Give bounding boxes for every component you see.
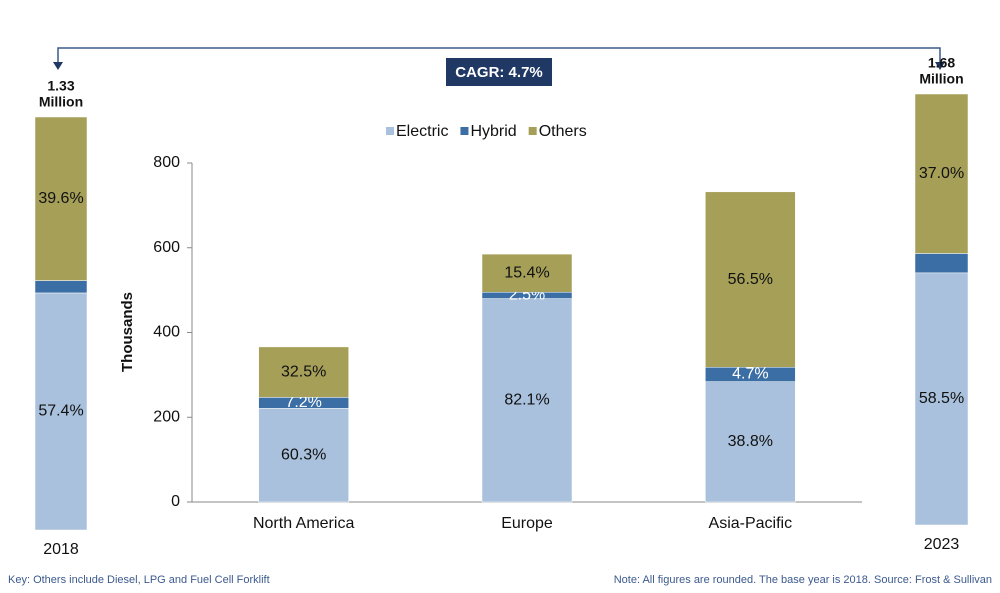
key-note: Key: Others include Diesel, LPG and Fuel…	[8, 574, 270, 586]
segment-label: 4.7%	[732, 366, 768, 383]
bar-segment	[481, 253, 573, 293]
total-label: 1.33	[47, 78, 74, 94]
segment-label: 37.0%	[919, 165, 964, 182]
y-axis-title: Thousands	[119, 292, 136, 372]
bar-segment	[258, 346, 349, 398]
y-tick-label: 400	[153, 324, 180, 341]
bar-segment	[914, 93, 969, 254]
total-label: Million	[919, 71, 963, 87]
bar-segment	[705, 191, 796, 368]
legend-swatch	[460, 127, 469, 135]
x-tick-label: North America	[253, 515, 354, 532]
cagr-label: CAGR: 4.7%	[455, 64, 543, 81]
bar-segment	[705, 381, 796, 503]
bar-segment	[914, 272, 969, 526]
bar-segment	[34, 116, 88, 281]
x-tick-label: 2023	[924, 536, 960, 553]
legend-label: Hybrid	[470, 123, 516, 140]
x-tick-label: 2018	[43, 541, 79, 558]
cagr-bracket	[57, 47, 941, 66]
legend-label: Others	[539, 123, 587, 140]
segment-label: 82.1%	[504, 392, 549, 409]
y-tick-label: 0	[171, 493, 180, 510]
bar-segment	[481, 298, 573, 503]
legend-label: Electric	[396, 123, 448, 140]
bar-segment	[914, 253, 969, 274]
bar-segment	[34, 280, 88, 294]
legend-swatch	[528, 127, 537, 135]
total-label: Million	[39, 94, 83, 110]
segment-label: 39.6%	[38, 190, 83, 207]
segment-label: 56.5%	[728, 271, 773, 288]
segment-label: 7.2%	[285, 394, 321, 411]
segment-label: 57.4%	[38, 403, 83, 420]
source-note: Note: All figures are rounded. The base …	[614, 574, 992, 586]
segment-label: 32.5%	[281, 363, 326, 380]
cagr-box	[446, 58, 552, 86]
segment-label: 38.8%	[728, 433, 773, 450]
total-label: 1.68	[928, 55, 955, 71]
y-tick-label: 600	[153, 239, 180, 256]
x-tick-label: Asia-Pacific	[709, 515, 793, 532]
bar-segment	[258, 408, 349, 503]
y-tick-label: 800	[153, 154, 180, 171]
segment-label: 60.3%	[281, 446, 326, 463]
segment-label: 58.5%	[919, 390, 964, 407]
legend-swatch	[386, 127, 394, 135]
y-tick-label: 200	[153, 408, 180, 425]
segment-label: 15.4%	[504, 264, 549, 281]
x-tick-label: Europe	[501, 515, 553, 532]
